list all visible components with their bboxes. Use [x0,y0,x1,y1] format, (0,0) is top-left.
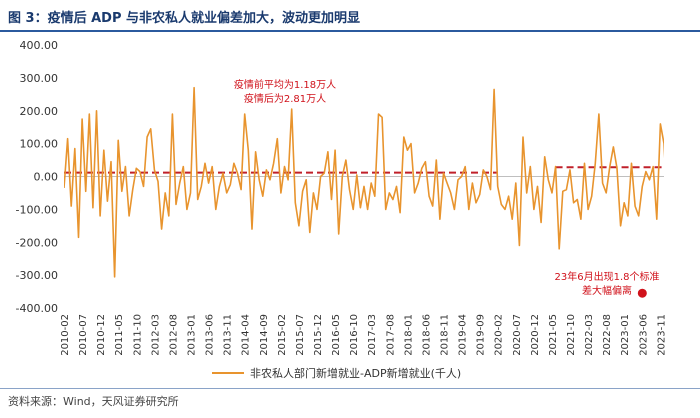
y-axis: -400.00 -300.00 -200.00 -100.00 0.00 100.00 20… [16,39,58,315]
x-tick-label: 2019-04 [458,314,469,356]
source-divider [0,388,700,389]
x-tick-label: 2023-06 [638,314,649,356]
x-tick-label: 2010-02 [60,314,71,356]
legend: 非农私人部门新增就业-ADP新增就业(千人) [212,366,461,380]
y-tick-label: -300.00 [16,269,58,282]
x-tick-label: 2016-10 [349,314,360,356]
y-tick-label: -100.00 [16,203,58,216]
y-tick-label: 0.00 [34,171,59,184]
x-tick-label: 2023-01 [620,314,631,356]
x-tick-label: 2012-08 [168,314,179,356]
y-tick-label: -200.00 [16,236,58,249]
source-note: 资料来源：Wind，天风证券研究所 [8,395,179,408]
x-tick-label: 2019-09 [476,314,487,356]
x-tick-label: 2014-09 [259,314,270,356]
x-tick-label: 2018-11 [440,314,451,356]
y-tick-label: 400.00 [20,39,59,52]
annotation-text: 疫情前平均为1.18万人 [234,78,336,91]
x-tick-label: 2022-03 [584,314,595,356]
x-tick-label: 2013-01 [187,314,198,356]
annotation-text: 疫情后为2.81万人 [244,92,326,105]
x-tick-label: 2015-12 [313,314,324,356]
x-tick-label: 2017-03 [367,314,378,356]
x-tick-label: 2018-06 [421,314,432,356]
x-tick-label: 2012-03 [150,314,161,356]
x-tick-label: 2017-08 [385,314,396,356]
highlight-point [637,288,647,298]
x-tick-label: 2013-11 [223,314,234,356]
chart-title: 图 3：疫情后 ADP 与非农私人就业偏差加大，波动更加明显 [8,11,361,26]
x-tick-label: 2022-08 [602,314,613,356]
series-line [64,86,664,278]
x-tick-label: 2014-04 [241,314,252,356]
y-tick-label: 200.00 [20,105,59,118]
x-axis: 2010-02 2010-07 2010-12 2011-05 2011-10 2012-… [60,176,667,356]
x-tick-label: 2011-10 [132,314,143,356]
x-tick-label: 2020-07 [512,314,523,356]
x-tick-label: 2018-01 [403,314,414,356]
x-tick-label: 2011-05 [114,314,125,356]
x-tick-label: 2013-06 [205,314,216,356]
legend-label: 非农私人部门新增就业-ADP新增就业(千人) [250,366,461,380]
x-tick-label: 2020-02 [494,314,505,356]
x-tick-label: 2016-05 [331,314,342,356]
y-tick-label: -400.00 [16,302,58,315]
y-tick-label: 300.00 [20,72,59,85]
x-tick-label: 2020-12 [530,314,541,356]
x-tick-label: 2021-10 [566,314,577,356]
x-tick-label: 2021-05 [548,314,559,356]
y-tick-label: 100.00 [20,138,59,151]
annotation-text: 23年6月出现1.8个标准 [555,270,660,283]
x-tick-label: 2015-02 [277,314,288,356]
x-tick-label: 2023-11 [656,314,667,356]
x-tick-label: 2010-12 [96,314,107,356]
annotation-text: 差大幅偏离 [582,284,632,297]
chart-canvas: -400.00 -300.00 -200.00 -100.00 0.00 100.00 20… [16,39,668,380]
x-tick-label: 2010-07 [78,314,89,356]
title-divider [0,30,700,32]
x-tick-label: 2015-07 [295,314,306,356]
series-group [64,86,664,278]
